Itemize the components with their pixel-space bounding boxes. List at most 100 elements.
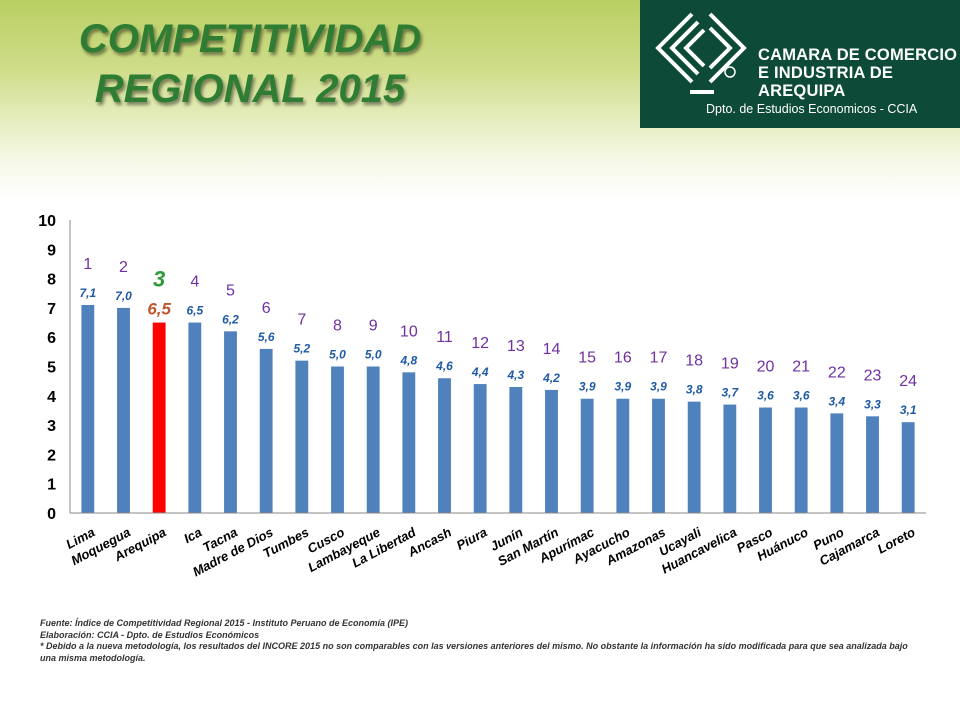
rank-label: 18 [685,353,703,370]
rank-label: 17 [650,350,668,367]
y-tick-label: 2 [47,447,56,464]
rank-label: 7 [297,312,306,329]
value-labels: 7,1 7,0 6,5 6,5 6,2 5,6 5,2 5,0 5,0 4,8 4,6 4,4 4,3 4… [79,286,916,417]
rank-label: 6 [262,300,271,317]
data-label: 3,4 [828,394,845,408]
source-note: Fuente: Índice de Competitividad Regiona… [40,618,409,628]
rank-label: 23 [864,367,882,384]
rank-label: 13 [507,338,525,355]
bar [759,407,772,513]
y-tick-label: 10 [38,213,56,230]
data-label: 4,8 [399,353,417,367]
data-label: 6,5 [186,304,203,318]
data-label: 3,6 [757,389,774,403]
bar [224,331,237,513]
rank-label: 21 [792,359,810,376]
bar [402,372,416,513]
data-label: 5,2 [293,342,310,356]
bar [794,407,808,513]
y-tick-label: 6 [47,330,56,347]
y-tick-label: 0 [47,506,56,523]
bar [117,307,130,513]
y-tick-label: 8 [47,272,56,289]
bar [652,398,665,513]
data-label: 3,8 [686,383,703,397]
data-label: 5,0 [329,348,346,362]
bar [152,322,166,513]
data-label: 3,7 [721,386,739,400]
bar [259,348,273,513]
logo-line-3: AREQUIPA [758,82,846,100]
rank-label: 11 [436,329,453,346]
x-tick-label: Loreto [875,524,918,556]
bar [580,398,594,513]
data-label: 3,3 [864,397,881,411]
rank-label: 22 [828,364,846,381]
rank-label: 4 [190,274,199,291]
data-label: 5,0 [365,348,382,362]
bar [723,404,737,513]
bars [81,304,915,513]
bar [188,322,202,513]
rank-label: 3 [153,267,165,292]
bar [687,401,701,513]
rank-label: 16 [614,350,632,367]
rank-label: 12 [471,335,489,352]
logo-department: Dpto. de Estudios Economicos - CCIA [706,102,918,116]
data-label: 7,1 [79,286,96,300]
rank-label: 1 [83,256,92,273]
rank-label: 5 [226,282,235,299]
bar [830,413,844,513]
y-tick-label: 7 [47,301,56,318]
bar [366,366,380,513]
bar [81,304,95,513]
rank-label: 9 [369,318,378,335]
rank-label: 10 [400,323,418,340]
logo-line-2: E INDUSTRIA DE [758,64,894,82]
data-label: 7,0 [115,289,132,303]
x-tick-label: Ica [181,524,204,546]
bar [438,378,451,513]
data-label: 5,6 [258,330,275,344]
rank-label: 2 [119,259,128,276]
data-label: 3,6 [793,389,810,403]
rank-label: 8 [333,318,342,335]
title-line-1: COMPETITIVIDAD [78,17,422,61]
y-tick-label: 3 [47,418,56,435]
title-line-2: REGIONAL 2015 [94,67,406,111]
data-label: 3,1 [900,403,917,417]
y-tick-label: 9 [47,242,56,259]
data-label: 3,9 [579,380,596,394]
y-tick-label: 1 [47,477,56,494]
data-label: 4,6 [435,359,453,373]
footer-notes: Fuente: Índice de Competitividad Regiona… [40,618,920,664]
data-label: 4,4 [471,365,489,379]
bar [331,366,344,513]
logo-line-1: CAMARA DE COMERCIO [758,46,958,64]
rank-label: 19 [721,356,739,373]
rank-label: 24 [899,373,917,390]
bar [473,384,487,513]
bar [616,398,630,513]
data-label: 3,9 [614,380,631,394]
data-label: 4,3 [506,368,524,382]
data-label: 3,9 [650,380,667,394]
y-axis: 0 1 2 3 4 5 6 7 8 9 10 [38,213,71,523]
rank-label: 14 [543,341,561,358]
y-tick-label: 4 [47,389,56,406]
rank-label: 20 [757,359,775,376]
elaboration-note: Elaboración: CCIA - Dpto. de Estudios Ec… [40,629,260,640]
bar [509,387,523,513]
data-label: 4,2 [542,371,560,385]
bar [295,360,309,513]
bar [901,422,915,513]
ccia-logo: CAMARA DE COMERCIO E INDUSTRIA DE AREQUI… [640,0,960,128]
data-label: 6,2 [222,312,239,326]
methodology-note: * Debido a la nueva metodología, los res… [40,641,908,663]
page-title: COMPETITIVIDAD REGIONAL 2015 [40,14,460,114]
x-tick-label: Piura [454,524,490,553]
data-label: 6,5 [147,300,171,319]
